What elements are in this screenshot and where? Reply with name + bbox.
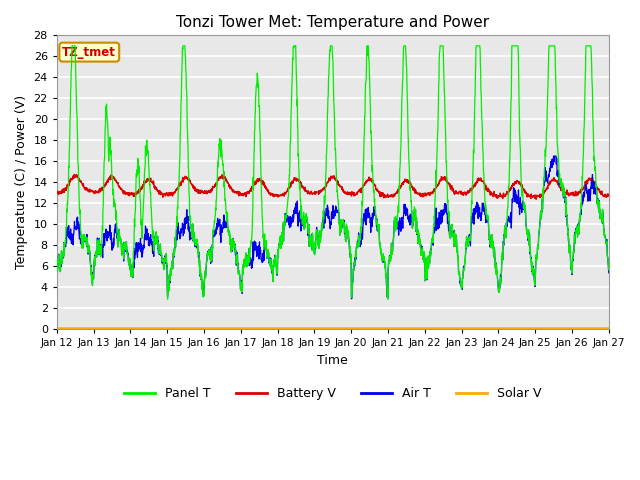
- Legend: Panel T, Battery V, Air T, Solar V: Panel T, Battery V, Air T, Solar V: [119, 383, 547, 406]
- Text: TZ_tmet: TZ_tmet: [62, 46, 116, 59]
- Y-axis label: Temperature (C) / Power (V): Temperature (C) / Power (V): [15, 96, 28, 269]
- X-axis label: Time: Time: [317, 354, 348, 367]
- Title: Tonzi Tower Met: Temperature and Power: Tonzi Tower Met: Temperature and Power: [176, 15, 490, 30]
